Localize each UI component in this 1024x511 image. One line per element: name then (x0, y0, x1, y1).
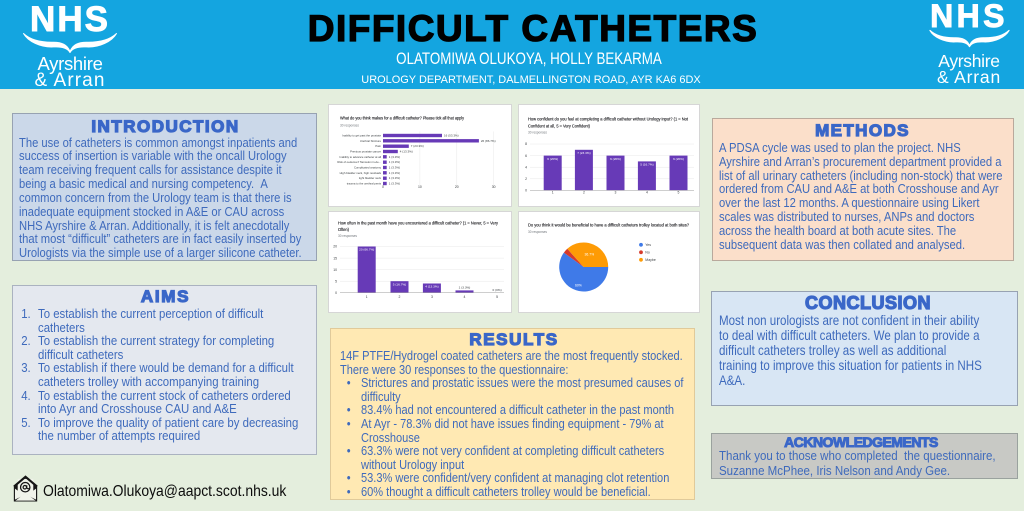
svg-text:1 (3.3%): 1 (3.3%) (389, 155, 400, 159)
svg-text:26 (86.7%): 26 (86.7%) (481, 139, 496, 143)
svg-text:0: 0 (525, 189, 527, 193)
svg-text:How often in the past month ha: How often in the past month have you enc… (338, 220, 499, 225)
svg-text:Maybe: Maybe (645, 258, 656, 262)
svg-text:5 (16.7%): 5 (16.7%) (640, 163, 653, 167)
svg-text:5: 5 (678, 191, 680, 195)
svg-text:4: 4 (525, 165, 527, 169)
svg-text:1 (3.3%): 1 (3.3%) (459, 286, 471, 290)
svg-text:Previous prostate cancer: Previous prostate cancer (350, 150, 381, 154)
svg-text:4 (13.3%): 4 (13.3%) (400, 150, 413, 154)
svg-text:8: 8 (525, 142, 527, 146)
svg-text:4 (13.3%): 4 (13.3%) (425, 285, 438, 289)
svg-text:6: 6 (525, 154, 527, 158)
svg-text:6 (20%): 6 (20%) (610, 157, 621, 161)
svg-text:High bladder neck, high residu: High bladder neck, high residuals (340, 171, 382, 175)
svg-text:3: 3 (431, 295, 433, 299)
svg-text:10: 10 (418, 185, 422, 189)
svg-text:0: 0 (382, 185, 384, 189)
svg-text:Do you think it would be benef: Do you think it would be beneficial to h… (528, 222, 690, 227)
svg-text:30 responses: 30 responses (528, 230, 547, 234)
svg-text:6 (20%): 6 (20%) (547, 157, 558, 161)
svg-text:36.7%: 36.7% (585, 253, 595, 257)
svg-text:60%: 60% (575, 284, 582, 288)
svg-text:How confident do you feel at c: How confident do you feel at completing … (528, 116, 689, 121)
svg-text:Urethral Stricture: Urethral Stricture (360, 139, 382, 143)
svg-text:What do you think makes for a: What do you think makes for a difficult … (340, 116, 465, 121)
svg-text:No: No (645, 251, 650, 255)
svg-text:15: 15 (333, 256, 337, 260)
svg-text:Inability to advance catheter: Inability to advance catheter at all (339, 155, 381, 159)
svg-text:Pain: Pain (375, 144, 381, 148)
svg-text:1 (3.3%): 1 (3.3%) (389, 160, 400, 164)
svg-text:5: 5 (496, 295, 498, 299)
svg-text:3: 3 (615, 191, 617, 195)
svg-text:10: 10 (333, 268, 337, 272)
svg-text:Yes: Yes (645, 243, 651, 247)
svg-text:4: 4 (464, 295, 466, 299)
svg-text:1 (3.3%): 1 (3.3%) (389, 176, 400, 180)
svg-text:30 responses: 30 responses (338, 234, 357, 238)
svg-text:7 (23.3%): 7 (23.3%) (577, 151, 590, 155)
svg-text:tight bladder neck: tight bladder neck (359, 176, 382, 180)
svg-text:0: 0 (335, 291, 337, 295)
svg-text:6 (20%): 6 (20%) (673, 157, 684, 161)
svg-text:30: 30 (492, 185, 496, 189)
svg-text:1: 1 (366, 295, 368, 299)
svg-text:4: 4 (646, 191, 648, 195)
svg-text:Complicated anatomy: Complicated anatomy (354, 166, 382, 170)
svg-text:2: 2 (525, 177, 527, 181)
svg-text:1: 1 (552, 191, 554, 195)
svg-text:Confident at all, 5 = Very Con: Confident at all, 5 = Very Confident) (528, 124, 591, 129)
svg-text:0 (0%): 0 (0%) (493, 288, 502, 292)
svg-text:Risk of oedema if Tamsulon in-: Risk of oedema if Tamsulon in-de... (337, 160, 381, 164)
svg-text:trauma to the urethral penis: trauma to the urethral penis (347, 182, 382, 186)
svg-text:2: 2 (399, 295, 401, 299)
svg-text:30 responses: 30 responses (528, 130, 547, 134)
svg-text:1 (3.3%): 1 (3.3%) (389, 182, 400, 186)
svg-text:2: 2 (583, 191, 585, 195)
svg-text:20 (66.7%): 20 (66.7%) (359, 248, 374, 252)
svg-text:30 responses: 30 responses (340, 124, 359, 128)
svg-text:5 (16.7%): 5 (16.7%) (393, 282, 406, 286)
svg-text:1 (3.3%): 1 (3.3%) (389, 166, 400, 170)
svg-text:Inability to get past the pros: Inability to get past the prostate (342, 134, 381, 138)
svg-text:7 (23.3%): 7 (23.3%) (411, 144, 424, 148)
svg-text:1 (3.3%): 1 (3.3%) (389, 171, 400, 175)
svg-text:16 (53.3%): 16 (53.3%) (444, 134, 459, 138)
svg-text:5: 5 (335, 279, 337, 283)
svg-text:Often): Often) (338, 227, 350, 232)
svg-text:20: 20 (333, 245, 337, 249)
svg-text:20: 20 (455, 185, 459, 189)
